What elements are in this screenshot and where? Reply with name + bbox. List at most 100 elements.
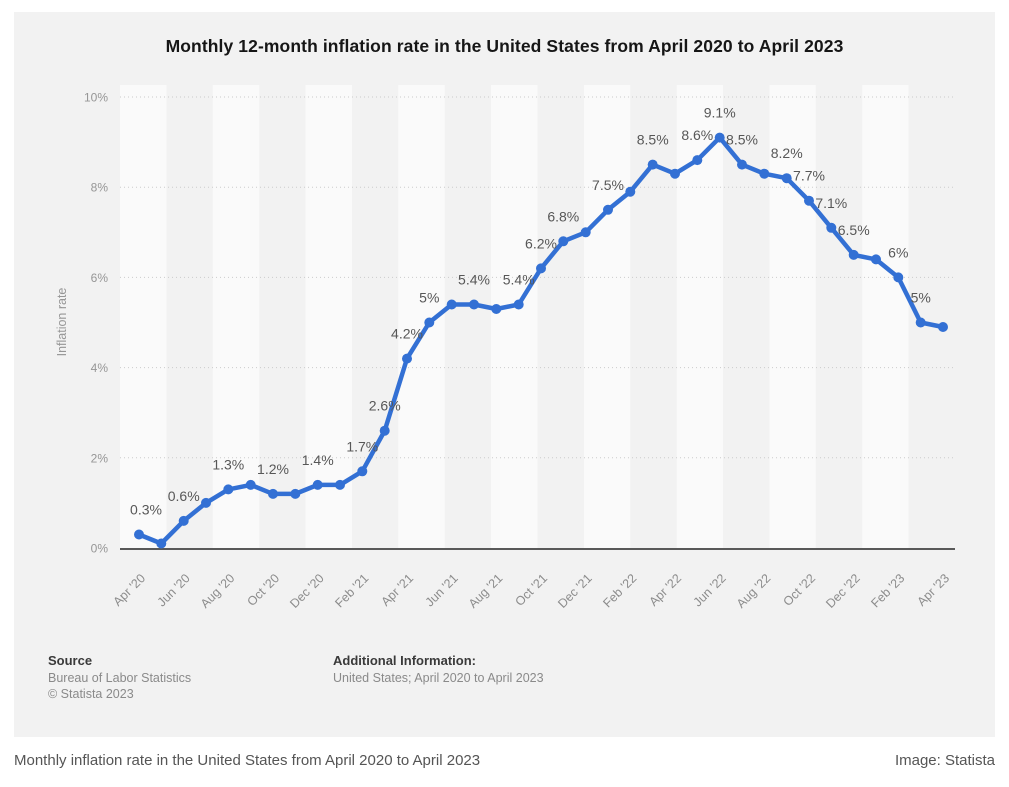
data-point	[848, 249, 859, 260]
data-label: 1.4%	[302, 452, 334, 468]
svg-text:Aug '22: Aug '22	[734, 571, 774, 611]
data-point	[536, 263, 546, 274]
data-point	[402, 353, 412, 364]
additional-info-label: Additional Information:	[333, 653, 476, 668]
data-points	[134, 132, 948, 549]
caption-bar: Monthly inflation rate in the United Sta…	[14, 752, 995, 769]
svg-text:Feb '22: Feb '22	[600, 571, 639, 610]
chart-card: Monthly 12-month inflation rate in the U…	[14, 12, 995, 737]
svg-text:Oct '21: Oct '21	[512, 571, 550, 609]
data-point	[893, 272, 904, 283]
data-label: 6.2%	[525, 235, 557, 251]
additional-info-block: Additional Information: United States; A…	[333, 653, 544, 687]
svg-text:Jun '20: Jun '20	[155, 571, 193, 609]
data-point	[513, 299, 524, 310]
data-label: 5%	[419, 290, 439, 306]
data-point	[357, 466, 368, 477]
plot-bands	[120, 85, 909, 548]
data-point	[804, 195, 814, 206]
data-point	[178, 515, 189, 526]
data-label: 7.7%	[793, 168, 825, 184]
data-point	[625, 186, 636, 197]
data-point	[491, 304, 502, 314]
data-point	[558, 236, 569, 247]
data-point	[446, 299, 457, 310]
data-label: 7.5%	[592, 177, 624, 193]
data-label: 8.5%	[637, 132, 669, 148]
data-label: 6.5%	[838, 222, 870, 238]
data-point	[915, 317, 926, 328]
data-label: 2.6%	[369, 398, 401, 414]
data-label: 1.7%	[346, 438, 378, 454]
y-axis-title: Inflation rate	[55, 288, 69, 357]
svg-text:Apr '22: Apr '22	[646, 571, 684, 609]
data-label: 8.6%	[681, 127, 713, 143]
data-label: 5.4%	[458, 272, 490, 288]
data-point	[714, 132, 725, 143]
x-axis-labels: Apr '20 Jun '20 Aug '20 Oct '20 Dec '20 Feb '…	[110, 571, 952, 611]
svg-text:10%: 10%	[84, 91, 108, 105]
data-label: 6%	[888, 244, 908, 260]
source-name: Bureau of Labor Statistics	[48, 671, 192, 685]
data-point	[826, 222, 837, 233]
data-labels: 0.3% 0.6% 1.3% 1.2% 1.4% 1.7% 2.6% 4.2% 5% 5.4% 5.…	[130, 105, 931, 518]
data-point	[379, 425, 390, 436]
data-point	[268, 488, 278, 499]
svg-text:Oct '22: Oct '22	[780, 571, 818, 609]
svg-text:Feb '21: Feb '21	[332, 571, 371, 610]
data-point	[781, 173, 792, 184]
svg-text:Aug '20: Aug '20	[198, 571, 238, 611]
svg-text:Oct '20: Oct '20	[244, 571, 282, 609]
data-point	[201, 497, 211, 508]
data-label: 6.8%	[547, 208, 579, 224]
data-point	[245, 479, 256, 490]
caption-text: Monthly inflation rate in the United Sta…	[14, 752, 481, 769]
data-point	[335, 479, 345, 490]
svg-text:8%: 8%	[91, 181, 109, 195]
svg-text:2%: 2%	[91, 451, 109, 465]
data-point	[938, 322, 948, 332]
y-axis-labels: 0% 2% 4% 6% 8% 10%	[84, 91, 108, 556]
data-point	[871, 254, 881, 265]
svg-text:Dec '20: Dec '20	[287, 571, 327, 611]
data-point	[312, 479, 323, 490]
svg-text:Dec '21: Dec '21	[555, 571, 595, 611]
data-label: 9.1%	[704, 105, 736, 121]
data-point	[737, 159, 747, 170]
additional-info-text: United States; April 2020 to April 2023	[333, 671, 544, 685]
svg-text:Feb '23: Feb '23	[868, 571, 907, 610]
data-point	[290, 488, 301, 499]
data-label: 0.3%	[130, 502, 162, 518]
svg-text:Jun '21: Jun '21	[423, 571, 461, 609]
svg-text:6%: 6%	[91, 271, 109, 285]
data-label: 1.3%	[212, 456, 244, 472]
data-label: 4.2%	[391, 326, 423, 342]
data-point	[223, 484, 234, 495]
data-label: 0.6%	[168, 488, 200, 504]
image-credit: Image: Statista	[894, 752, 995, 769]
svg-text:Aug '21: Aug '21	[466, 571, 506, 611]
data-point	[580, 227, 591, 238]
data-label: 7.1%	[815, 195, 847, 211]
data-point	[424, 317, 435, 328]
data-point	[670, 168, 680, 179]
svg-text:Jun '22: Jun '22	[691, 571, 729, 609]
data-point	[692, 155, 703, 166]
data-point	[469, 299, 479, 310]
svg-text:0%: 0%	[91, 542, 109, 556]
svg-text:Apr '23: Apr '23	[914, 571, 952, 609]
data-label: 8.5%	[726, 132, 758, 148]
data-label: 8.2%	[771, 145, 803, 161]
data-point	[134, 529, 144, 540]
chart-title: Monthly 12-month inflation rate in the U…	[165, 36, 844, 56]
data-label: 5.4%	[503, 272, 535, 288]
source-block: Source Bureau of Labor Statistics © Stat…	[48, 653, 191, 702]
data-point	[156, 538, 167, 549]
data-point	[759, 168, 770, 179]
data-point	[603, 204, 613, 215]
source-copyright: © Statista 2023	[48, 686, 134, 701]
data-label: 1.2%	[257, 461, 289, 477]
svg-text:Apr '20: Apr '20	[110, 571, 148, 609]
data-point	[647, 159, 658, 170]
